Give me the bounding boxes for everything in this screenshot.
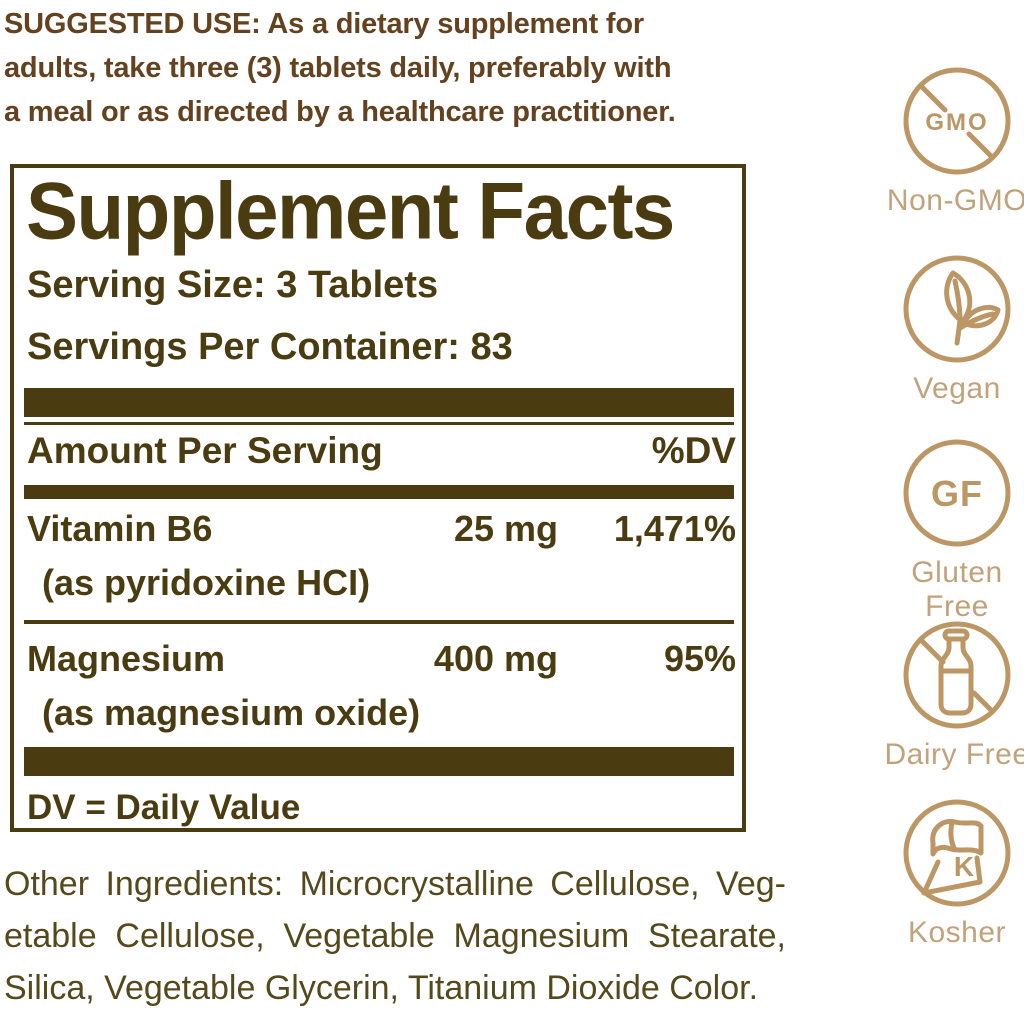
thin-rule	[24, 422, 734, 425]
nutrient-amount: 400 mg	[433, 638, 558, 679]
thick-rule	[24, 747, 734, 776]
suggested-use-line: a meal or as directed by a healthcare pr…	[4, 96, 676, 128]
non-gmo-icon: GMO	[903, 67, 1011, 175]
badge-gluten-free: GF Gluten Free	[878, 436, 1024, 624]
badge-dairy-free: Dairy Free	[878, 618, 1024, 772]
badge-label: Dairy Free	[884, 738, 1024, 771]
supplement-facts-title: Supplement Facts	[26, 164, 675, 257]
other-ingredients-line: Other Ingredients: Microcrystalline Cell…	[4, 865, 786, 903]
dv-footnote: DV = Daily Value	[27, 788, 301, 827]
serving-size: Serving Size: 3 Tablets	[27, 264, 439, 306]
other-ingredients-line: etable Cellulose, Vegetable Magnesium St…	[4, 917, 786, 955]
other-ingredients-line: Silica, Vegetable Glycerin, Titanium Dio…	[4, 969, 759, 1007]
other-ingredients-text: Other Ingredients: Microcrystalline Cell…	[4, 858, 786, 1014]
row-divider	[24, 620, 734, 624]
badge-non-gmo: GMO Non-GMO	[878, 64, 1024, 218]
kosher-icon-text: K	[954, 851, 974, 882]
gluten-free-icon: GF	[903, 439, 1011, 547]
nutrient-name: Magnesium	[27, 638, 226, 679]
amount-per-serving-header: Amount Per Serving	[27, 430, 383, 471]
thick-rule	[24, 388, 734, 417]
kosher-kof-k-icon: K	[903, 799, 1011, 907]
dv-header: %DV	[651, 430, 736, 471]
vegan-leaves-icon	[903, 255, 1011, 363]
suggested-use-line: adults, take three (3) tablets daily, pr…	[4, 52, 672, 84]
nutrient-detail: (as pyridoxine HCI)	[42, 562, 371, 603]
suggested-use-text: SUGGESTED USE: As a dietary supplement f…	[4, 2, 794, 134]
badge-label: Gluten Free	[911, 556, 1003, 623]
badge-vegan: Vegan	[878, 252, 1024, 406]
badge-label: Non-GMO	[886, 184, 1024, 217]
badge-label: Vegan	[913, 372, 1001, 405]
supplement-facts-panel: Supplement Facts Serving Size: 3 Tablets…	[10, 164, 746, 832]
gmo-icon-text: GMO	[925, 109, 988, 136]
nutrient-detail: (as magnesium oxide)	[42, 692, 421, 733]
servings-per-container: Servings Per Container: 83	[27, 326, 513, 368]
medium-rule	[24, 485, 734, 499]
dairy-free-milk-bottle-icon	[903, 621, 1011, 729]
nutrient-dv: 1,471%	[613, 508, 736, 549]
nutrient-dv: 95%	[663, 638, 736, 679]
gf-icon-text: GF	[931, 473, 983, 514]
nutrient-amount: 25 mg	[453, 508, 558, 549]
badge-label: Kosher	[907, 916, 1007, 949]
suggested-use-line: SUGGESTED USE: As a dietary supplement f…	[4, 8, 644, 40]
badge-kosher: K Kosher	[878, 796, 1024, 950]
nutrient-name: Vitamin B6	[27, 508, 213, 549]
